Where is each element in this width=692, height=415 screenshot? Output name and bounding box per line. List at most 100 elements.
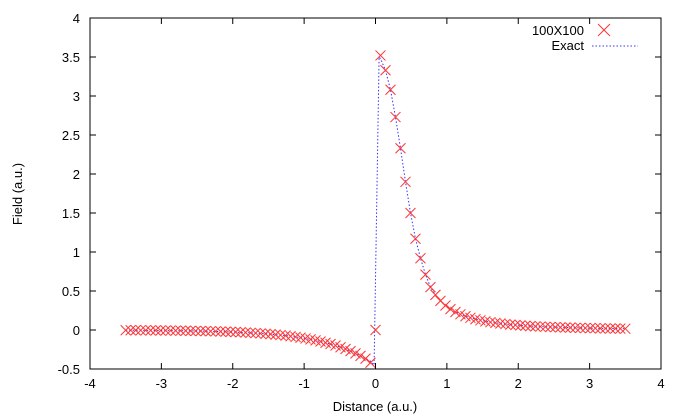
data-point-100x100 — [614, 323, 626, 334]
data-point-100x100 — [175, 325, 186, 337]
axis-ticks: -4 -3 -2 -1 0 1 2 3 4 -0.5 0 0.5 1 1.5 2 2.5 3 3.5 4 — [58, 11, 665, 391]
data-point-100x100 — [485, 316, 496, 328]
data-point-100x100 — [390, 111, 401, 123]
data-point-100x100 — [225, 326, 236, 338]
data-point-100x100 — [125, 324, 137, 336]
data-point-100x100 — [135, 324, 147, 336]
y-tick-label: 3.5 — [62, 50, 80, 65]
data-point-100x100 — [290, 331, 301, 343]
data-point-100x100 — [405, 207, 416, 219]
y-tick-label: 0 — [73, 323, 80, 338]
data-point-100x100 — [480, 315, 491, 327]
legend: 100X100 Exact — [532, 23, 638, 53]
data-point-100x100 — [280, 330, 291, 341]
data-point-100x100 — [360, 353, 371, 364]
data-point-100x100 — [589, 322, 601, 334]
data-point-100x100 — [245, 327, 256, 339]
data-point-100x100 — [535, 321, 546, 332]
x-tick-label: 2 — [515, 376, 522, 391]
data-point-100x100 — [160, 325, 172, 336]
data-point-100x100 — [415, 252, 426, 264]
data-point-100x100 — [230, 326, 241, 338]
data-point-100x100 — [510, 319, 521, 331]
data-point-100x100 — [530, 320, 541, 332]
data-point-100x100 — [500, 318, 511, 330]
data-point-100x100 — [170, 325, 182, 336]
data-point-100x100 — [495, 318, 506, 329]
data-point-100x100 — [120, 324, 132, 336]
data-point-100x100 — [445, 303, 456, 315]
data-point-100x100 — [540, 321, 551, 333]
data-point-100x100 — [599, 323, 611, 334]
data-point-100x100 — [584, 322, 596, 334]
data-point-100x100 — [385, 84, 396, 96]
data-point-100x100 — [215, 326, 226, 337]
x-tick-label: 1 — [443, 376, 450, 391]
data-point-100x100 — [295, 332, 306, 343]
data-point-100x100 — [350, 348, 361, 359]
y-axis-label: Field (a.u.) — [10, 163, 25, 225]
data-point-100x100 — [569, 322, 581, 334]
data-point-100x100 — [150, 325, 162, 336]
data-point-100x100 — [195, 325, 206, 337]
data-point-100x100 — [375, 50, 386, 61]
y-tick-label: 3 — [73, 89, 80, 104]
y-tick-label: 2 — [73, 167, 80, 182]
data-point-100x100 — [220, 326, 231, 337]
legend-label-exact: Exact — [551, 38, 584, 53]
data-point-100x100 — [190, 325, 201, 337]
y-tick-label: 1.5 — [62, 206, 80, 221]
data-point-100x100 — [490, 317, 501, 329]
series-line-exact — [125, 55, 626, 367]
data-point-100x100 — [400, 176, 411, 188]
data-point-100x100 — [515, 320, 526, 331]
data-point-100x100 — [185, 325, 196, 337]
data-point-100x100 — [180, 325, 191, 337]
data-point-100x100 — [619, 323, 631, 335]
data-point-100x100 — [255, 328, 266, 339]
data-point-100x100 — [130, 324, 142, 336]
data-point-100x100 — [155, 325, 167, 336]
data-point-100x100 — [145, 325, 157, 336]
x-tick-label: -1 — [298, 376, 310, 391]
data-point-100x100 — [365, 357, 376, 369]
data-point-100x100 — [265, 328, 276, 340]
y-tick-label: 4 — [73, 11, 80, 26]
data-point-100x100 — [355, 350, 366, 362]
plot-marks — [120, 50, 631, 369]
x-axis-label: Distance (a.u.) — [333, 399, 418, 414]
data-point-100x100 — [370, 324, 381, 336]
data-point-100x100 — [275, 329, 286, 341]
data-point-100x100 — [520, 320, 531, 332]
data-point-100x100 — [555, 321, 566, 333]
x-tick-label: 4 — [657, 376, 664, 391]
y-tick-label: 2.5 — [62, 128, 80, 143]
data-point-100x100 — [560, 322, 571, 333]
data-point-100x100 — [430, 289, 441, 301]
data-point-100x100 — [525, 320, 536, 332]
plot-frame — [89, 17, 662, 370]
data-point-100x100 — [440, 300, 451, 311]
data-point-100x100 — [565, 322, 576, 334]
data-point-100x100 — [604, 323, 616, 334]
data-point-100x100 — [550, 321, 561, 333]
data-point-100x100 — [300, 333, 311, 344]
x-tick-label: 0 — [372, 376, 379, 391]
data-point-100x100 — [594, 323, 606, 334]
data-point-100x100 — [210, 325, 221, 337]
x-tick-label: -3 — [156, 376, 168, 391]
data-point-100x100 — [270, 329, 281, 340]
data-point-100x100 — [235, 326, 246, 338]
data-point-100x100 — [260, 328, 271, 340]
legend-marker-100x100 — [597, 23, 611, 37]
data-point-100x100 — [250, 327, 261, 339]
data-point-100x100 — [579, 322, 591, 334]
data-point-100x100 — [380, 64, 391, 76]
data-point-100x100 — [420, 269, 431, 280]
data-point-100x100 — [200, 325, 211, 337]
data-point-100x100 — [240, 327, 251, 338]
data-point-100x100 — [395, 142, 406, 154]
data-point-100x100 — [425, 281, 436, 293]
x-tick-label: -4 — [84, 376, 96, 391]
